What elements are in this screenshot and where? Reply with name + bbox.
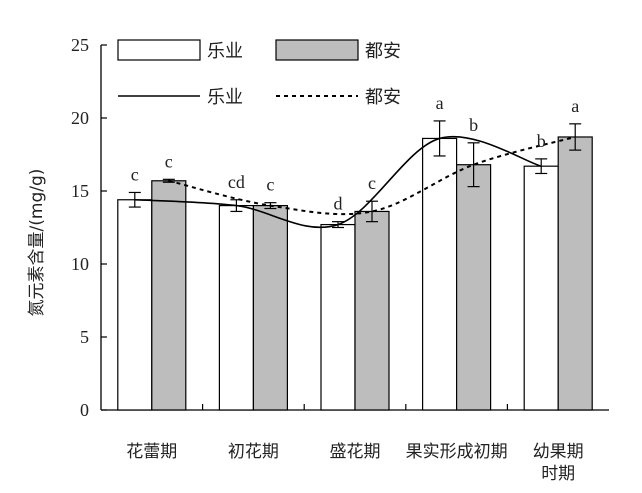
bar [320, 223, 356, 411]
significance-label: a [436, 93, 444, 113]
y-tick-label: 10 [71, 254, 89, 274]
bar [117, 199, 153, 411]
legend-label: 都安 [365, 41, 401, 62]
bars [117, 120, 593, 411]
category-label: 时期 [541, 464, 575, 484]
category-label: 果实形成初期 [406, 442, 508, 462]
legend-label: 乐业 [207, 87, 243, 108]
y-axis-label: 氮元素含量/(mg/g) [27, 169, 47, 317]
significance-label: a [571, 96, 579, 116]
category-label: 盛花期 [330, 442, 381, 462]
significance-label: c [165, 151, 173, 171]
significance-label: c [131, 164, 139, 184]
y-tick-label: 25 [71, 35, 89, 55]
category-label: 初花期 [228, 442, 279, 462]
significance-label: cd [228, 172, 245, 192]
significance-label: c [368, 173, 376, 193]
significance-label: b [469, 115, 478, 135]
trend-line [134, 135, 542, 229]
significance-label: d [334, 194, 343, 214]
y-tick-label: 20 [71, 108, 89, 128]
trend-lines [134, 135, 576, 229]
category-label: 花蕾期 [126, 442, 177, 462]
bar [151, 180, 187, 411]
legend-swatch [275, 39, 359, 61]
bar [456, 164, 492, 411]
category-label: 幼果期 [533, 442, 584, 462]
y-tick-label: 15 [71, 181, 89, 201]
bar [557, 136, 593, 411]
significance-label: b [537, 131, 546, 151]
y-tick-label: 5 [80, 327, 89, 347]
legend-label: 乐业 [207, 41, 243, 62]
bar [218, 205, 254, 411]
y-tick-label: 0 [80, 400, 89, 420]
bar [252, 205, 288, 411]
legend-label: 都安 [365, 87, 401, 108]
bar [422, 137, 458, 411]
legend-swatch [117, 39, 201, 61]
trend-line [168, 136, 576, 216]
significance-label: c [266, 175, 274, 195]
bar [523, 165, 559, 411]
bar [354, 210, 390, 411]
